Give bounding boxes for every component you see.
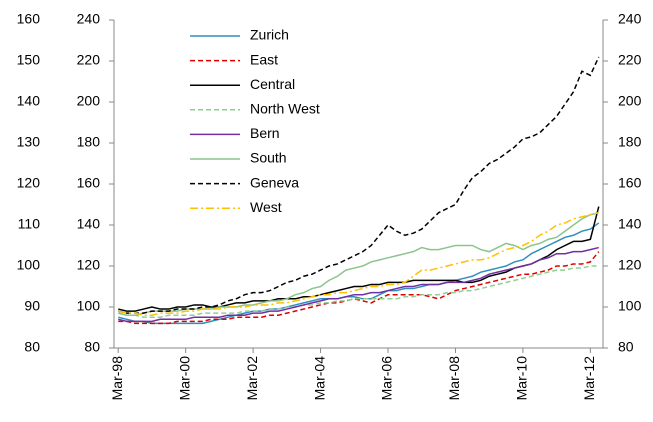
x-tick-label: Mar-00	[176, 356, 192, 401]
y2-tick-label: 80	[618, 339, 634, 355]
y2-tick-label: 120	[618, 257, 642, 273]
y-tick-label: 240	[77, 11, 101, 27]
y2-tick-label: 160	[618, 175, 642, 191]
outer-y-tick-label: 150	[17, 52, 41, 68]
legend-label: Bern	[250, 125, 280, 141]
y-tick-label: 160	[77, 175, 101, 191]
x-tick-label: Mar-12	[581, 356, 597, 401]
y2-tick-label: 100	[618, 298, 642, 314]
y2-tick-label: 220	[618, 52, 642, 68]
legend-label: South	[250, 150, 287, 166]
legend-label: Geneva	[250, 174, 299, 190]
x-tick-label: Mar-04	[311, 356, 327, 401]
y-tick-label: 140	[77, 216, 101, 232]
outer-y-tick-label: 110	[18, 216, 41, 232]
legend-label: North West	[250, 101, 320, 117]
series-line	[118, 251, 600, 325]
x-tick-label: Mar-08	[446, 356, 462, 401]
y-tick-label: 120	[77, 257, 101, 273]
x-tick-label: Mar-98	[109, 356, 125, 401]
legend-label: West	[250, 199, 282, 215]
y-tick-label: 180	[77, 134, 101, 150]
legend-label: Central	[250, 76, 295, 92]
legend-label: Zurich	[250, 27, 289, 43]
x-tick-label: Mar-06	[379, 356, 395, 401]
legend-label: East	[250, 51, 278, 67]
outer-y-tick-label: 100	[17, 257, 41, 273]
outer-y-tick-label: 160	[17, 11, 41, 27]
outer-y-tick-label: 120	[17, 175, 41, 191]
x-tick-label: Mar-02	[244, 356, 260, 401]
series-line	[118, 265, 599, 318]
series-line	[118, 246, 599, 323]
outer-y-tick-label: 80	[24, 339, 40, 355]
series-line	[118, 222, 600, 325]
series-line	[118, 56, 600, 314]
x-tick-label: Mar-10	[514, 356, 530, 401]
series-line	[118, 211, 599, 316]
y2-tick-label: 200	[618, 93, 642, 109]
y-tick-label: 200	[77, 93, 101, 109]
outer-y-tick-label: 90	[24, 298, 40, 314]
y-tick-label: 80	[84, 339, 100, 355]
y2-tick-label: 140	[618, 216, 642, 232]
y-tick-label: 220	[77, 52, 101, 68]
series-line	[118, 211, 599, 316]
y2-tick-label: 240	[618, 11, 642, 27]
y2-tick-label: 180	[618, 134, 642, 150]
outer-y-tick-label: 130	[17, 134, 41, 150]
y-tick-label: 100	[77, 298, 101, 314]
outer-y-tick-label: 140	[17, 93, 41, 109]
